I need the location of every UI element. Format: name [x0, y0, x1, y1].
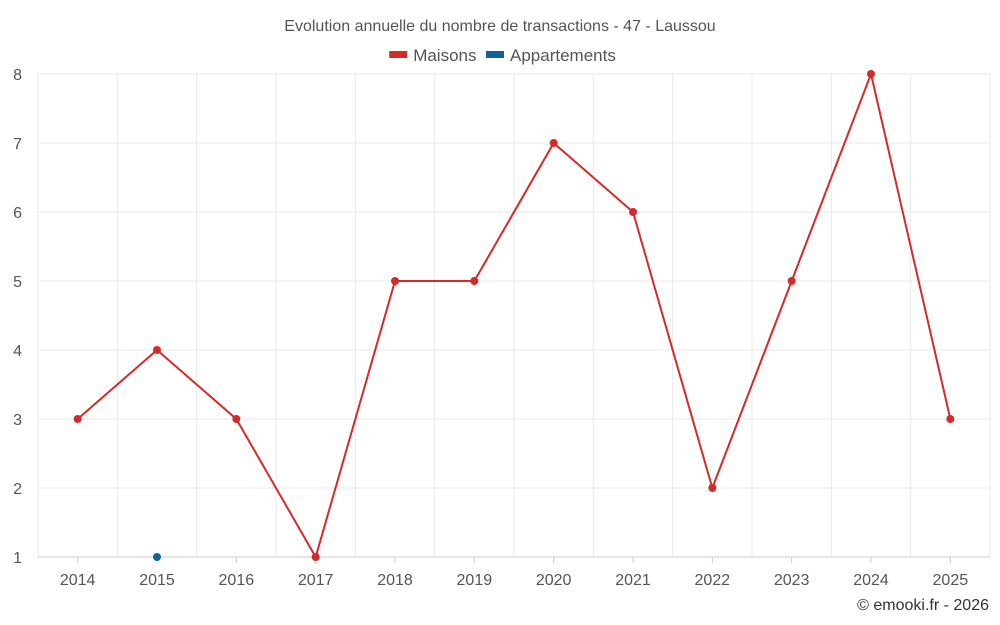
credit-text: © emooki.fr - 2026 [857, 597, 989, 614]
chart-title: Evolution annuelle du nombre de transact… [284, 18, 715, 35]
data-point-maisons [867, 70, 875, 78]
x-tick-label: 2020 [536, 572, 572, 589]
legend-label-maisons: Maisons [413, 46, 476, 65]
series-line-maisons [77, 73, 952, 558]
y-tick-label: 4 [13, 343, 22, 360]
data-point-appartements [153, 553, 161, 561]
legend-swatch-appartements [486, 51, 504, 58]
y-tick-label: 2 [13, 481, 22, 498]
y-tick-label: 1 [13, 550, 22, 567]
data-point-maisons [232, 415, 241, 423]
data-point-maisons [391, 277, 399, 285]
legend: Maisons Appartements [389, 46, 616, 65]
y-tick-label: 5 [13, 274, 22, 291]
y-tick-label: 8 [13, 67, 22, 84]
x-tick-label: 2022 [695, 572, 731, 589]
data-point-maisons [708, 484, 717, 492]
x-tick-label: 2025 [933, 572, 969, 589]
data-point-maisons [470, 277, 479, 285]
data-point-maisons [946, 415, 955, 423]
x-tick-label: 2017 [298, 572, 334, 589]
x-tick-label: 2014 [60, 572, 96, 589]
axes: 1 2 3 4 5 6 7 8 2014 2015 2016 2017 2018 2019 2020 2021… [13, 67, 990, 589]
x-tick-label: 2015 [139, 572, 175, 589]
y-tick-label: 6 [13, 205, 22, 222]
data-point-maisons [787, 277, 796, 285]
data-point-maisons [153, 346, 161, 354]
x-tick-label: 2021 [615, 572, 651, 589]
x-tick-label: 2019 [457, 572, 493, 589]
grid [37, 73, 991, 557]
x-tick-label: 2016 [219, 572, 255, 589]
x-tick-label: 2023 [774, 572, 810, 589]
data-point-maisons [549, 139, 558, 147]
data-point-maisons [629, 208, 637, 216]
x-tick-label: 2024 [853, 572, 889, 589]
series-layer [73, 70, 955, 561]
legend-swatch-maisons [389, 51, 408, 58]
y-tick-label: 3 [13, 412, 22, 429]
x-tick-label: 2018 [377, 572, 413, 589]
y-tick-label: 7 [13, 136, 22, 153]
data-point-maisons [311, 553, 320, 561]
legend-label-appartements: Appartements [510, 46, 616, 65]
data-point-maisons [73, 415, 82, 423]
